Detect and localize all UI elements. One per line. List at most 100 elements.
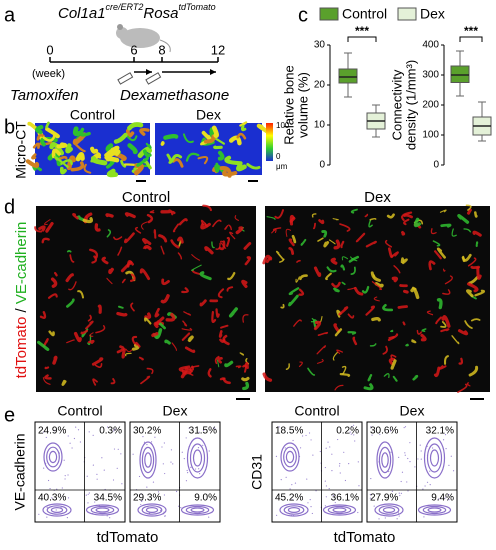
event-dot (202, 444, 204, 446)
fluorescence-signal (444, 355, 450, 365)
fluorescence-signal (101, 256, 109, 265)
event-dot (278, 426, 280, 428)
event-dot (154, 436, 156, 438)
event-dot (198, 468, 200, 470)
event-dot (352, 424, 355, 426)
contour (139, 441, 157, 479)
fluorescence-signal (442, 289, 451, 295)
fluorescence-signal (181, 367, 189, 375)
trabecula (222, 169, 238, 177)
group-label: Dex (163, 403, 188, 419)
fluorescence-signal (42, 377, 51, 385)
fluorescence-signal (241, 376, 250, 382)
fluorescence-signal (95, 325, 106, 334)
event-dot (414, 466, 416, 468)
fluorescence-signal (89, 248, 99, 259)
fluorescence-signal (135, 341, 141, 348)
event-dot (389, 430, 392, 432)
event-dot (445, 448, 447, 450)
y-tick-label: 400 (422, 40, 439, 51)
fluorescence-signal (401, 211, 413, 222)
fluorescence-signal (467, 257, 477, 267)
event-dot (292, 439, 294, 442)
event-dot (426, 481, 429, 483)
fluorescence-signal (390, 359, 397, 370)
fluorescence-signal (413, 217, 422, 228)
event-dot (328, 487, 330, 490)
event-dot (64, 478, 66, 480)
fluorescence-signal (178, 218, 188, 226)
event-dot (398, 515, 400, 517)
trabecula (66, 155, 77, 171)
significance-bracket (459, 36, 483, 42)
fluorescence-signal (153, 229, 157, 239)
fluorescence-signal (280, 303, 285, 309)
event-dot (419, 444, 421, 446)
event-dot (350, 426, 353, 428)
event-dot (213, 426, 215, 429)
group-label: Dex (196, 107, 221, 123)
contour (137, 503, 167, 517)
fluorescence-signal (457, 383, 468, 393)
event-dot (146, 486, 148, 488)
event-dot (407, 457, 409, 460)
contour (381, 452, 389, 468)
separator: / (13, 304, 30, 317)
fluorescence-signal (272, 227, 282, 231)
fluorescence-signal (416, 329, 423, 335)
fluorescence-signal (411, 339, 417, 344)
fluorescence-signal (392, 375, 398, 382)
fluorescence-signal (468, 276, 479, 285)
event-dot (280, 479, 282, 481)
fluorescence-signal (201, 222, 207, 226)
event-dot (113, 448, 116, 450)
event-dot (284, 447, 286, 449)
event-dot (45, 436, 47, 439)
y-tick-label: 100 (422, 130, 439, 141)
colorbar (266, 123, 273, 161)
trabecula (240, 124, 247, 132)
event-dot (94, 501, 96, 503)
fluorescence-signal (146, 367, 154, 375)
fluorescence-signal (323, 241, 330, 248)
fluorescence-signal (332, 218, 339, 221)
contour (429, 449, 440, 467)
event-dot (373, 505, 375, 507)
event-dot (343, 451, 345, 453)
fluorescence-signal (271, 229, 277, 234)
fluorescence-signal (353, 286, 364, 296)
quadrant-percent: 32.1% (426, 426, 454, 437)
event-dot (163, 494, 166, 496)
event-dot (77, 429, 80, 431)
contour (43, 442, 63, 472)
fluorescence-signal (144, 317, 152, 325)
fluorescence-signal (66, 250, 72, 253)
event-dot (334, 501, 336, 504)
fluorescence-signal (140, 375, 151, 385)
quadrant-percent: 24.9% (38, 426, 66, 437)
contour (48, 450, 58, 464)
legend-label: Dex (420, 6, 445, 22)
contour (423, 437, 446, 479)
fluorescence-signal (451, 335, 460, 345)
trabecula (120, 159, 127, 168)
fluorescence-signal (224, 224, 229, 230)
fluorescence-signal (390, 251, 399, 258)
event-dot (92, 434, 94, 436)
event-dot (348, 463, 350, 465)
event-dot (112, 479, 115, 481)
fluorescence-signal (350, 256, 358, 262)
fluorescence-signal (439, 209, 447, 213)
trabecula (126, 135, 138, 142)
fluorescence-signal (44, 374, 52, 380)
fluorescence-signal (211, 241, 215, 249)
fluorescence-signal (352, 336, 358, 346)
fluorescence-signal (391, 276, 398, 283)
event-dot (172, 463, 174, 465)
quadrant-percent: 30.6% (370, 426, 398, 437)
contour (46, 446, 60, 468)
event-dot (186, 472, 189, 474)
fluorescence-signal (390, 354, 397, 360)
event-dot (407, 490, 409, 492)
contour (283, 505, 305, 515)
